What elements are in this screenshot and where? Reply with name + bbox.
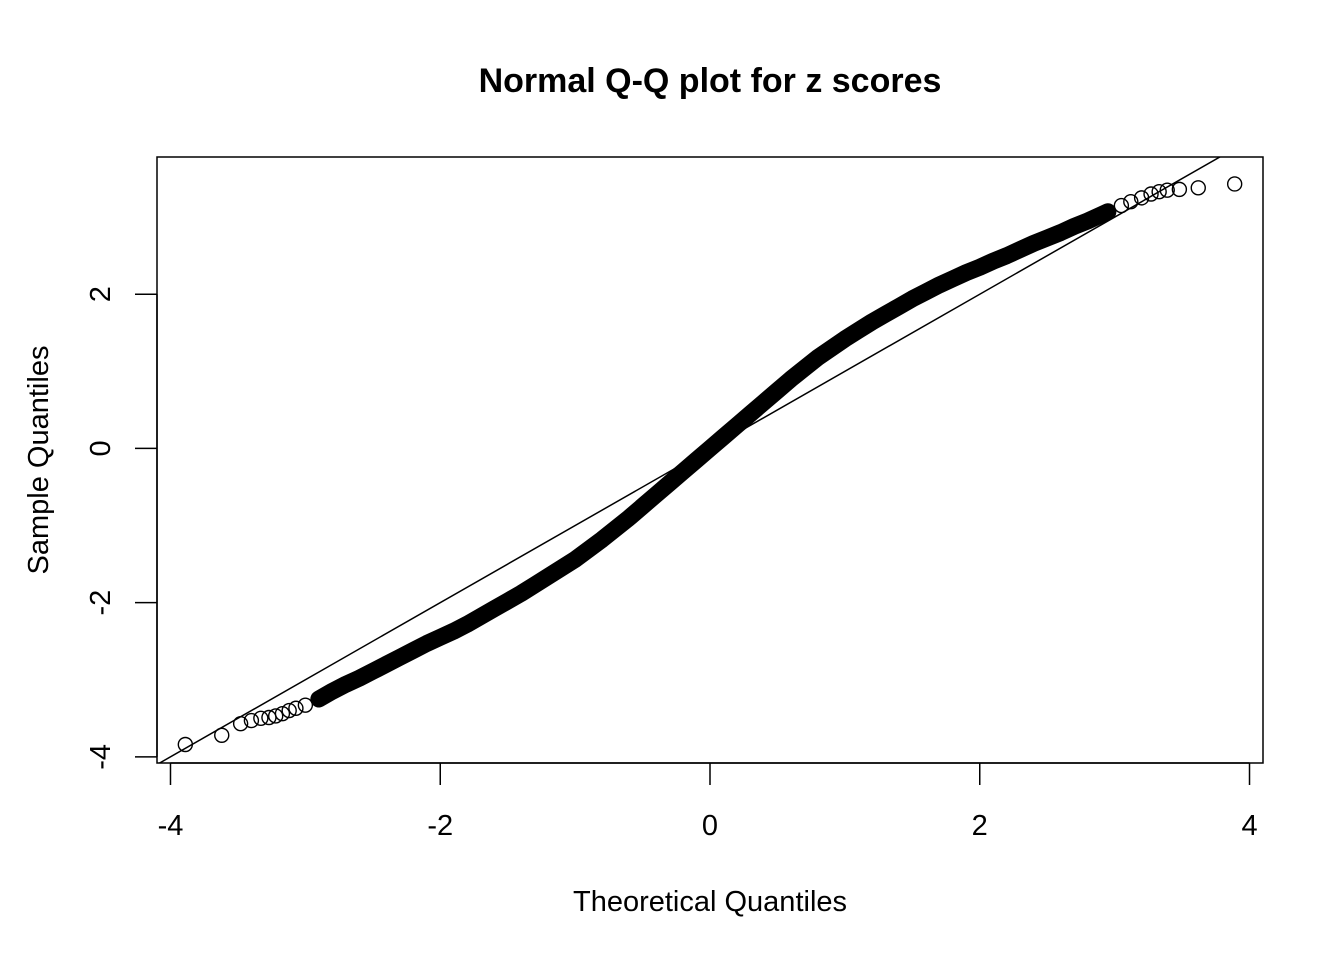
data-point — [419, 635, 435, 652]
x-axis: -4 -2 0 2 4 — [158, 762, 1258, 842]
data-point — [985, 253, 1001, 269]
data-point — [513, 585, 529, 602]
data-point — [297, 697, 314, 713]
x-axis-label: Theoretical Quantiles — [573, 886, 847, 918]
plot-frame — [156, 156, 1264, 764]
data-point — [338, 676, 354, 693]
data-point — [281, 702, 297, 719]
data-point — [1143, 186, 1159, 202]
data-point — [607, 520, 624, 537]
data-point — [1151, 183, 1167, 200]
data-point — [945, 271, 961, 287]
data-point — [1012, 241, 1028, 258]
data-point — [1093, 207, 1109, 223]
data-point — [783, 371, 799, 387]
qq-reference-line — [158, 157, 1222, 763]
data-point — [288, 700, 304, 716]
y-tick-label: 2 — [85, 286, 117, 302]
data-point — [378, 656, 394, 673]
data-point — [756, 394, 772, 410]
data-point — [499, 593, 516, 609]
data-point — [1026, 235, 1042, 252]
x-tick-label: -2 — [427, 810, 453, 842]
data-point — [850, 322, 867, 339]
data-point — [274, 705, 291, 722]
data-point — [267, 708, 284, 724]
data-point — [1100, 204, 1116, 220]
data-point — [918, 284, 934, 300]
y-axis-label: Sample Quantiles — [23, 346, 55, 575]
data-point — [446, 623, 462, 639]
data-point — [432, 629, 448, 646]
data-point — [392, 649, 408, 666]
data-point — [648, 486, 664, 503]
data-point — [214, 727, 230, 743]
data-point — [742, 406, 759, 422]
data-point — [999, 247, 1015, 264]
data-point — [553, 560, 570, 576]
data-point — [823, 340, 840, 356]
data-point — [837, 331, 853, 347]
data-point — [972, 259, 988, 275]
data-point — [405, 642, 421, 659]
data-point — [1066, 218, 1082, 235]
data-point — [253, 710, 269, 726]
data-point — [365, 663, 381, 679]
data-point — [594, 531, 610, 548]
x-tick-label: 4 — [1241, 810, 1257, 842]
data-point — [580, 541, 597, 558]
data-point — [1113, 197, 1130, 214]
data-point — [324, 683, 341, 699]
data-point — [473, 608, 489, 625]
data-point — [540, 568, 556, 585]
data-point — [931, 277, 947, 293]
data-point — [177, 736, 194, 753]
data-point — [796, 360, 813, 376]
plot-area — [158, 157, 1243, 763]
data-point — [1052, 224, 1069, 241]
data-point — [688, 452, 705, 468]
data-point — [486, 601, 502, 617]
x-tick-label: -4 — [158, 810, 184, 842]
data-point — [351, 670, 368, 686]
data-point — [769, 382, 786, 399]
data-point — [729, 417, 745, 434]
data-point — [877, 306, 894, 322]
data-point — [243, 712, 260, 729]
chart-title: Normal Q-Q plot for z scores — [479, 62, 942, 100]
data-point — [810, 349, 826, 366]
x-tick-label: 2 — [972, 810, 988, 842]
x-tick-label: 0 — [702, 810, 718, 842]
y-axis: -4 -2 0 2 — [85, 286, 158, 770]
data-point — [675, 463, 691, 480]
data-point — [904, 291, 921, 307]
data-point — [459, 616, 475, 632]
data-point — [526, 577, 543, 593]
data-point — [715, 429, 732, 445]
data-point — [1079, 213, 1096, 229]
data-point — [958, 264, 974, 281]
data-point — [634, 498, 651, 514]
data-point — [661, 475, 678, 491]
data-point — [1190, 180, 1206, 196]
data-point — [1159, 182, 1175, 198]
data-point — [864, 314, 880, 330]
data-point — [1171, 181, 1188, 198]
data-point — [311, 691, 327, 707]
data-point — [621, 510, 637, 526]
data-point — [1133, 190, 1150, 206]
data-point — [891, 298, 907, 315]
data-point — [1123, 194, 1139, 210]
data-point — [1226, 176, 1243, 192]
data-point — [567, 551, 583, 568]
y-tick-label: -2 — [85, 590, 117, 616]
y-tick-label: 0 — [85, 440, 117, 456]
data-point — [232, 715, 249, 732]
y-tick-label: -4 — [85, 744, 117, 770]
overplotted-points-band — [310, 203, 1117, 708]
data-point — [1039, 230, 1055, 246]
data-point — [702, 440, 718, 457]
